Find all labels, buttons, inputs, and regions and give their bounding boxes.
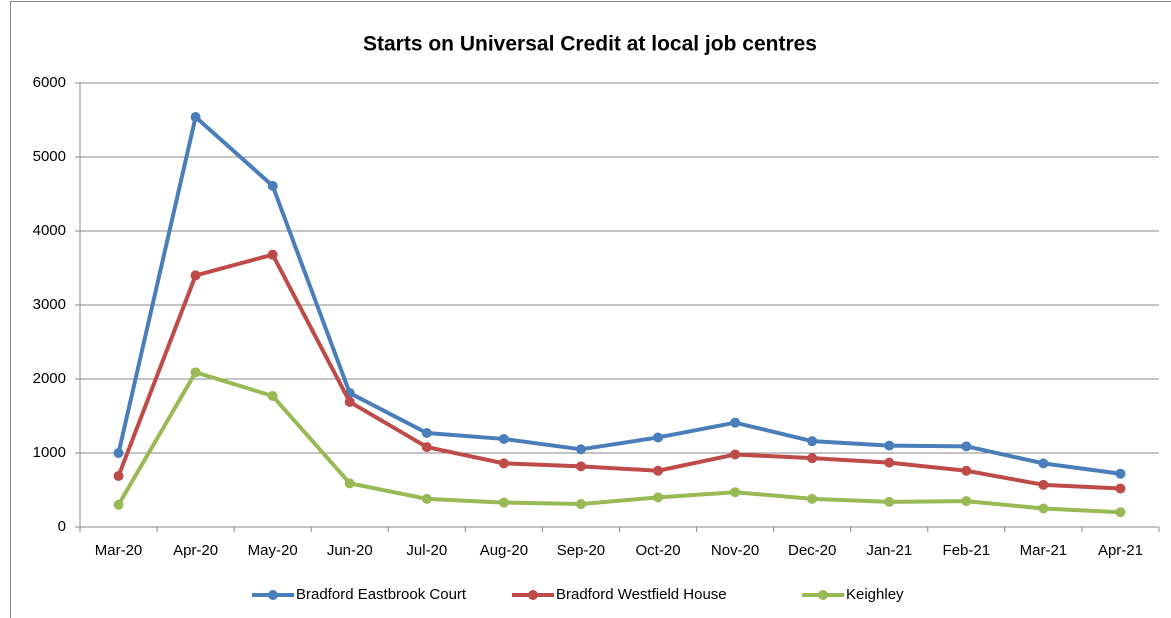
data-point [884, 457, 895, 468]
x-tick-label: Dec-20 [788, 542, 836, 559]
data-point [1038, 503, 1049, 514]
data-point [267, 391, 278, 402]
data-point [961, 496, 972, 507]
legend-marker [818, 590, 828, 600]
data-point [884, 440, 895, 451]
data-point [807, 453, 818, 464]
y-tick-label: 3000 [33, 296, 66, 313]
legend-marker [528, 590, 538, 600]
series-line [116, 115, 1121, 476]
x-tick-label: Apr-21 [1098, 542, 1143, 559]
data-point [498, 497, 509, 508]
data-point [730, 417, 741, 428]
y-tick-label: 5000 [33, 148, 66, 165]
series-line [116, 370, 1121, 515]
data-point [884, 496, 895, 507]
data-point [190, 367, 201, 378]
x-tick-label: Mar-20 [95, 542, 143, 559]
data-point [653, 492, 664, 503]
legend-label: Keighley [846, 586, 904, 603]
data-point [113, 470, 124, 481]
data-point [1038, 479, 1049, 490]
data-point [344, 396, 355, 407]
y-tick-label: 6000 [33, 74, 66, 91]
data-point [421, 493, 432, 504]
data-point [113, 448, 124, 458]
x-tick-label: Sep-20 [557, 542, 605, 559]
data-point [1115, 507, 1126, 518]
legend-marker [268, 590, 278, 600]
x-tick-label: Apr-20 [173, 542, 218, 559]
legend-label: Bradford Westfield House [556, 586, 727, 603]
x-tick-label: Jan-21 [866, 542, 912, 559]
x-tick-label: Oct-20 [636, 542, 681, 559]
x-tick-label: Jul-20 [406, 542, 447, 559]
series-line [116, 252, 1121, 491]
chart-border [10, 1, 1171, 618]
data-point [421, 428, 432, 439]
x-tick-label: May-20 [248, 542, 298, 559]
data-point [730, 487, 741, 498]
data-point [961, 441, 972, 452]
x-tick-label: Aug-20 [480, 542, 528, 559]
data-point [267, 180, 278, 191]
data-point [653, 465, 664, 476]
data-point [575, 461, 586, 472]
data-point [1115, 483, 1126, 494]
data-point [267, 249, 278, 260]
data-point [498, 433, 509, 444]
x-tick-label: Nov-20 [711, 542, 759, 559]
legend-label: Bradford Eastbrook Court [296, 586, 467, 603]
y-tick-label: 1000 [33, 444, 66, 461]
chart-title: Starts on Universal Credit at local job … [363, 33, 817, 56]
data-point [190, 270, 201, 281]
data-point [190, 112, 201, 123]
y-tick-label: 2000 [33, 370, 66, 387]
data-point [1038, 458, 1049, 469]
data-point [344, 478, 355, 489]
data-point [653, 432, 664, 443]
data-point [575, 444, 586, 455]
data-point [807, 493, 818, 504]
y-tick-label: 4000 [33, 222, 66, 239]
data-point [421, 442, 432, 453]
data-point [113, 499, 124, 510]
data-point [575, 499, 586, 510]
x-tick-label: Mar-21 [1020, 542, 1068, 559]
x-tick-label: Feb-21 [943, 542, 991, 559]
y-tick-label: 0 [58, 518, 66, 535]
data-point [498, 458, 509, 469]
data-point [730, 449, 741, 460]
data-point [961, 465, 972, 476]
data-point [807, 436, 818, 447]
x-tick-label: Jun-20 [327, 542, 373, 559]
data-point [1115, 468, 1126, 479]
